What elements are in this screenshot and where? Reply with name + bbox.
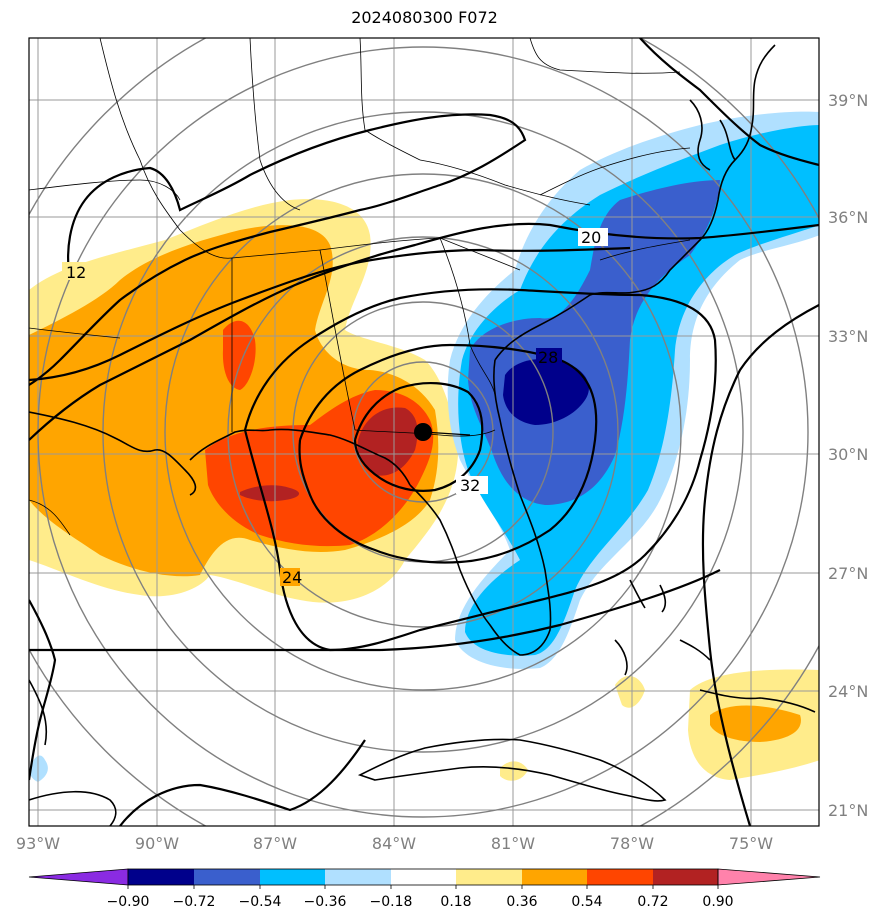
colorbar-segment [128, 869, 194, 885]
storm-center-marker [414, 423, 432, 441]
latitude-labels: 39°N 36°N 33°N 30°N 27°N 24°N 21°N [828, 91, 868, 820]
contour-32 [353, 381, 484, 492]
colorbar-tick-label: 0.54 [571, 894, 602, 910]
lat-label: 24°N [828, 682, 868, 701]
contour-label: 24 [282, 568, 302, 587]
lon-label: 84°W [372, 834, 416, 853]
contour-16 [29, 222, 819, 441]
contour-label-group: 12 20 28 32 24 [62, 228, 608, 587]
contour-label: 20 [581, 228, 601, 247]
shade-pos-072 [357, 407, 418, 476]
map-content: 12 20 28 32 24 [29, 38, 819, 826]
colorbar-segment [391, 869, 456, 885]
colorbar-tick-label: 0.36 [506, 894, 537, 910]
contour-label: 28 [538, 348, 558, 367]
colorbar-segment [456, 869, 522, 885]
lon-label: 93°W [16, 834, 60, 853]
map-title: 2024080300 F072 [351, 8, 498, 27]
lat-label: 21°N [828, 801, 868, 820]
lon-label: 81°W [491, 834, 535, 853]
colorbar-tick-label: −0.72 [173, 894, 216, 910]
lon-label: 78°W [610, 834, 654, 853]
colorbar-segment [522, 869, 587, 885]
colorbar-tick-label: −0.54 [239, 894, 282, 910]
colorbar-segment [653, 869, 718, 885]
colorbar-tick-label: 0.90 [702, 894, 733, 910]
colorbar-tick-label: −0.90 [107, 894, 150, 910]
shade-pos-018-small-b [500, 761, 528, 781]
lat-label: 30°N [828, 445, 868, 464]
colorbar-segment [325, 869, 391, 885]
shade-neg-036 [458, 125, 819, 656]
lat-label: 27°N [828, 564, 868, 583]
contour-outer-south [29, 569, 721, 652]
lon-label: 87°W [253, 834, 297, 853]
contour-28 [298, 343, 598, 564]
colorbar-extend-right [717, 868, 821, 886]
contour-12 [29, 113, 527, 386]
colorbar-segment [587, 869, 653, 885]
colorbar-tick-label: −0.18 [370, 894, 413, 910]
contour-20 [29, 246, 631, 382]
contour-south-edge [119, 739, 366, 826]
colorbar-tick-label: −0.36 [304, 894, 347, 910]
lat-label: 36°N [828, 208, 868, 227]
shade-pos-036-carib [710, 705, 801, 742]
contour-sw-corner [29, 599, 57, 781]
lat-label: 33°N [828, 327, 868, 346]
colorbar-segment [260, 869, 325, 885]
contour-outer-east [701, 304, 819, 826]
positive-shading [29, 199, 819, 781]
lon-label: 75°W [729, 834, 773, 853]
colorbar-extend-left [28, 868, 129, 886]
shade-pos-054-b [222, 320, 256, 390]
colorbar: −0.90 −0.72 −0.54 −0.36 −0.18 0.18 0.36 … [28, 868, 821, 910]
contour-north-east [639, 38, 819, 167]
height-contours [29, 38, 819, 826]
colorbar-segment [194, 869, 260, 885]
lon-label: 90°W [135, 834, 179, 853]
contour-label: 32 [460, 476, 480, 495]
colorbar-tick-label: 0.72 [637, 894, 668, 910]
shade-pos-018-small [615, 675, 645, 708]
contour-label: 12 [66, 263, 86, 282]
shade-pos-072-b [240, 485, 300, 502]
lat-label: 39°N [828, 91, 868, 110]
colorbar-tick-label: 0.18 [440, 894, 471, 910]
coastlines [29, 44, 816, 826]
map-frame [28, 37, 820, 827]
longitude-labels: 93°W 90°W 87°W 84°W 81°W 78°W 75°W [16, 834, 773, 853]
